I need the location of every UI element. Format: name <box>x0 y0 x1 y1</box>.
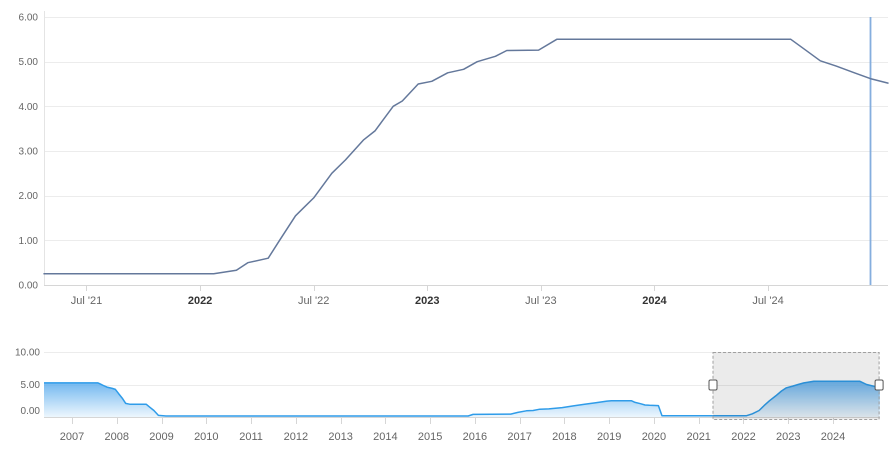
x-axis-label: 2023 <box>415 295 439 307</box>
navigator-x-axis-label: 2022 <box>731 431 755 443</box>
navigator-x-axis-label: 2018 <box>552 431 576 443</box>
x-axis-label: Jul '21 <box>71 295 102 307</box>
navigator-x-axis-label: 2023 <box>776 431 800 443</box>
navigator-chart: 0.00 5.00 10.00 2007 2008 2009 2010 2011 2012 201… <box>15 348 884 443</box>
navigator-x-axis-label: 2013 <box>328 431 352 443</box>
navigator-x-axis-label: 2016 <box>463 431 487 443</box>
navigator-selected-range[interactable] <box>712 352 880 420</box>
main-chart: 0.00 1.00 2.00 3.00 4.00 5.00 6.00 Jul '21 2022 J… <box>19 11 889 307</box>
navigator-x-axis-label: 2007 <box>60 431 84 443</box>
main-plot-area[interactable] <box>44 17 888 285</box>
x-axis-label: 2024 <box>642 295 667 307</box>
navigator-x-axis-label: 2019 <box>597 431 621 443</box>
navigator-right-handle[interactable] <box>874 379 884 391</box>
navigator-y-axis-label: 0.00 <box>21 406 41 417</box>
y-axis-label: 5.00 <box>19 57 39 68</box>
navigator-x-axis-label: 2012 <box>284 431 308 443</box>
navigator-x-axis-label: 2009 <box>149 431 173 443</box>
x-axis-label: Jul '24 <box>752 295 783 307</box>
x-axis-label: 2022 <box>188 295 212 307</box>
y-axis-label: 1.00 <box>19 236 39 247</box>
y-axis-label: 4.00 <box>19 102 39 113</box>
navigator-line-series <box>44 380 881 417</box>
navigator-x-axis-label: 2020 <box>642 431 666 443</box>
navigator-x-axis-label: 2021 <box>686 431 710 443</box>
navigator-x-axis-label: 2014 <box>373 431 397 443</box>
navigator-y-axis-label: 5.00 <box>21 380 41 391</box>
x-axis-label: Jul '23 <box>525 295 556 307</box>
navigator-area-series <box>44 381 880 417</box>
navigator-x-axis-label: 2010 <box>194 431 218 443</box>
navigator-left-handle[interactable] <box>708 379 718 391</box>
y-axis-label: 6.00 <box>19 13 39 24</box>
navigator-x-axis-label: 2024 <box>821 431 845 443</box>
navigator-y-axis-label: 10.00 <box>15 348 40 359</box>
navigator-x-axis-label: 2017 <box>507 431 531 443</box>
rate-line-series <box>43 38 889 275</box>
y-axis-label: 0.00 <box>19 281 39 292</box>
navigator-x-axis-label: 2008 <box>105 431 129 443</box>
x-axis-label: Jul '22 <box>298 295 329 307</box>
navigator-x-axis-label: 2011 <box>239 431 263 443</box>
y-axis-label: 3.00 <box>19 147 39 158</box>
navigator-x-axis-label: 2015 <box>418 431 442 443</box>
y-axis-label: 2.00 <box>19 191 39 202</box>
